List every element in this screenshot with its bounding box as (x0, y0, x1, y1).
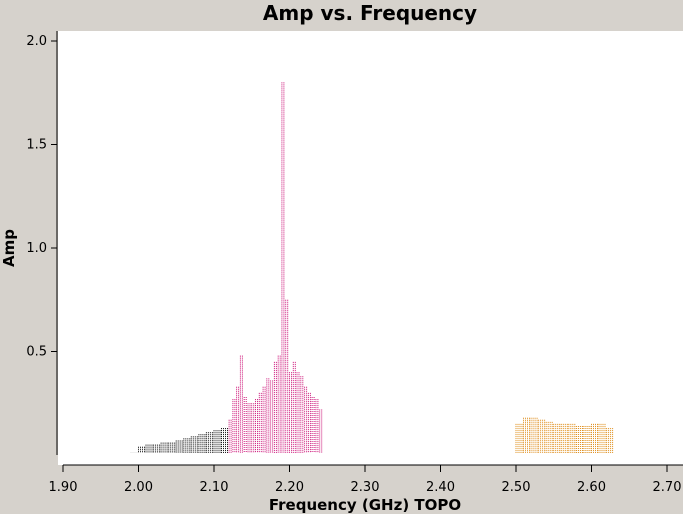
x-axis-ticks: 1.90 2.00 2.10 2.20 2.30 2.40 2.50 2.60 2.70 (49, 465, 682, 495)
y-tick-label: 1.5 (26, 138, 47, 153)
x-tick-label: 2.10 (200, 480, 229, 495)
x-tick-label: 2.60 (577, 480, 606, 495)
y-tick-label: 1.0 (26, 241, 47, 256)
y-tick-label: 2.0 (26, 34, 47, 49)
y-axis-label: Amp (0, 229, 18, 267)
x-tick-label: 2.50 (502, 480, 531, 495)
y-axis-ticks: 0.5 1.0 1.5 2.0 (26, 34, 57, 360)
x-tick-label: 1.90 (49, 480, 78, 495)
x-tick-label: 2.20 (275, 480, 304, 495)
series-1 (228, 82, 323, 453)
y-tick-label: 0.5 (26, 345, 47, 360)
data-series-layer (130, 82, 614, 453)
x-tick-label: 2.30 (351, 480, 380, 495)
x-tick-label: 2.70 (653, 480, 682, 495)
x-tick-label: 2.40 (426, 480, 455, 495)
x-tick-label: 2.00 (124, 480, 153, 495)
series-0 (130, 428, 228, 453)
plot-area (58, 31, 683, 465)
series-2 (515, 417, 614, 453)
x-axis-label: Frequency (GHz) TOPO (269, 496, 461, 514)
chart-title: Amp vs. Frequency (263, 1, 477, 25)
